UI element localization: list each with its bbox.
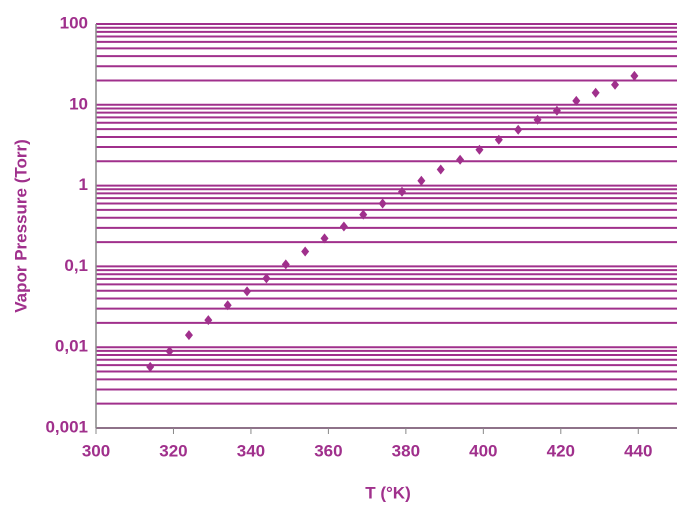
x-tick-label: 320 bbox=[159, 441, 187, 460]
data-point bbox=[630, 70, 639, 81]
x-tick-label: 380 bbox=[392, 441, 420, 460]
x-tick-label: 340 bbox=[237, 441, 265, 460]
x-tick-label: 420 bbox=[547, 441, 575, 460]
y-tick-label: 1 bbox=[79, 175, 88, 194]
data-point bbox=[243, 286, 252, 297]
data-point bbox=[204, 315, 213, 326]
y-tick-label: 10 bbox=[69, 94, 88, 113]
data-point bbox=[514, 124, 523, 135]
data-point bbox=[436, 164, 445, 175]
y-axis-title: Vapor Pressure (Torr) bbox=[11, 139, 30, 313]
data-point bbox=[417, 175, 426, 186]
data-point bbox=[397, 186, 406, 197]
data-point bbox=[146, 361, 155, 372]
x-tick-label: 400 bbox=[469, 441, 497, 460]
x-tick-label: 360 bbox=[314, 441, 342, 460]
data-point bbox=[301, 246, 310, 257]
data-point bbox=[339, 221, 348, 232]
data-point bbox=[320, 233, 329, 244]
data-point bbox=[281, 259, 290, 270]
y-tick-label: 0,001 bbox=[45, 417, 88, 436]
x-tick-label: 440 bbox=[624, 441, 652, 460]
data-point bbox=[165, 346, 174, 357]
y-tick-label: 0,1 bbox=[64, 256, 88, 275]
data-point bbox=[552, 105, 561, 116]
data-point bbox=[572, 95, 581, 106]
data-point bbox=[494, 134, 503, 145]
data-point bbox=[533, 114, 542, 125]
x-axis-title: T (°K) bbox=[365, 483, 411, 502]
data-point bbox=[591, 87, 600, 98]
data-point bbox=[611, 79, 620, 90]
data-point bbox=[475, 144, 484, 155]
x-tick-label: 300 bbox=[82, 441, 110, 460]
data-point bbox=[262, 273, 271, 284]
y-tick-label: 0,01 bbox=[55, 337, 88, 356]
data-point bbox=[456, 154, 465, 165]
y-tick-label: 100 bbox=[60, 13, 88, 32]
data-point bbox=[223, 300, 232, 311]
data-point bbox=[378, 198, 387, 209]
data-point bbox=[359, 209, 368, 220]
data-point bbox=[184, 330, 193, 341]
